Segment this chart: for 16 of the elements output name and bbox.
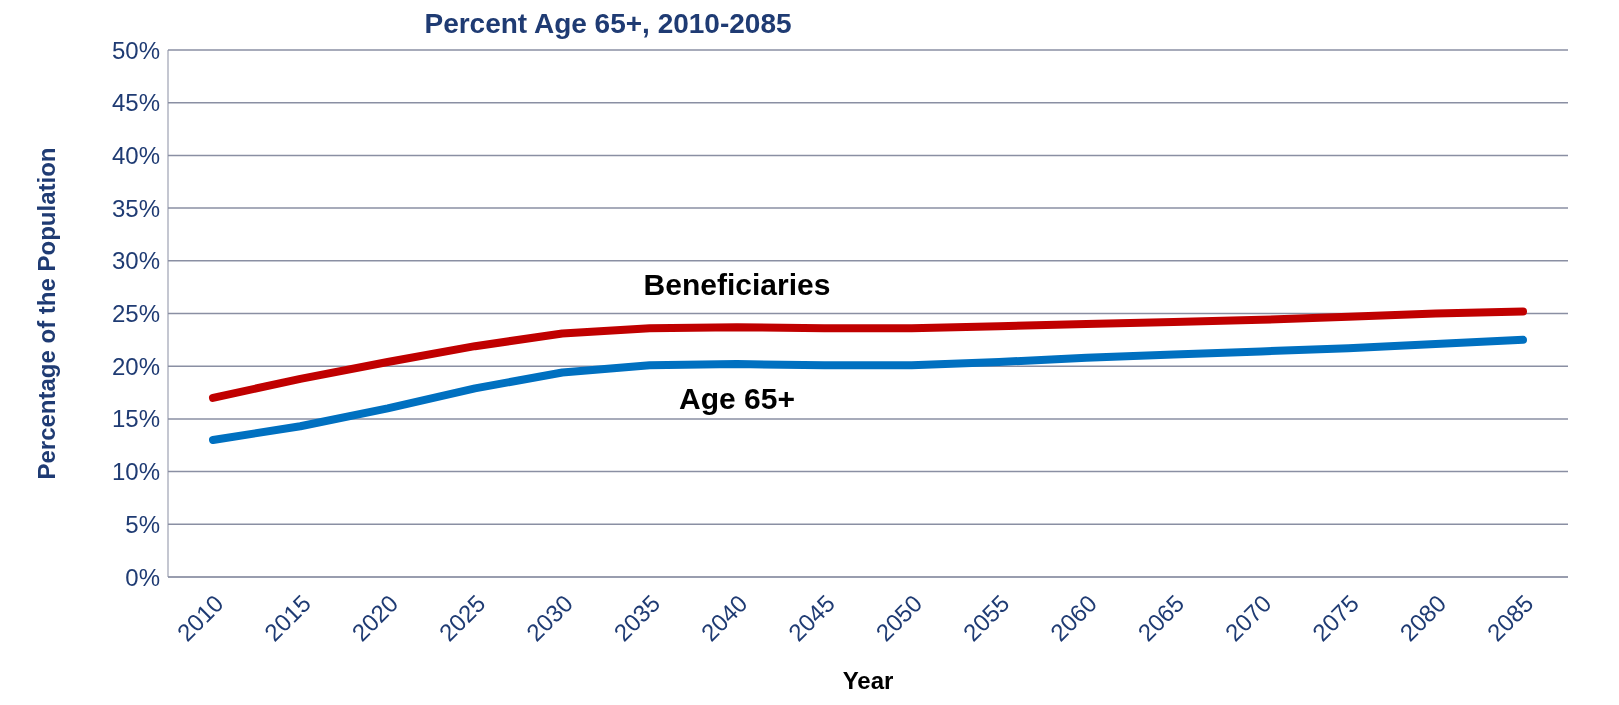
y-tick-label: 25% [111, 300, 160, 328]
y-tick-label: 10% [111, 458, 160, 486]
y-tick-label: 30% [111, 247, 160, 275]
y-tick-label: 35% [111, 194, 160, 222]
y-tick-label: 45% [111, 89, 160, 117]
y-tick-label: 40% [111, 141, 160, 169]
series-label: Beneficiaries [643, 268, 831, 302]
series-label: Age 65+ [679, 382, 795, 416]
y-tick-label: 0% [125, 563, 160, 591]
y-tick-label: 5% [125, 510, 160, 538]
y-axis-title: Percentage of the Population [32, 147, 60, 480]
y-tick-label: 50% [111, 36, 160, 64]
x-axis-title: Year [842, 667, 894, 694]
y-tick-label: 20% [111, 352, 160, 380]
y-tick-label: 15% [111, 405, 160, 433]
chart-title: Percent Age 65+, 2010-2085 [424, 8, 792, 39]
